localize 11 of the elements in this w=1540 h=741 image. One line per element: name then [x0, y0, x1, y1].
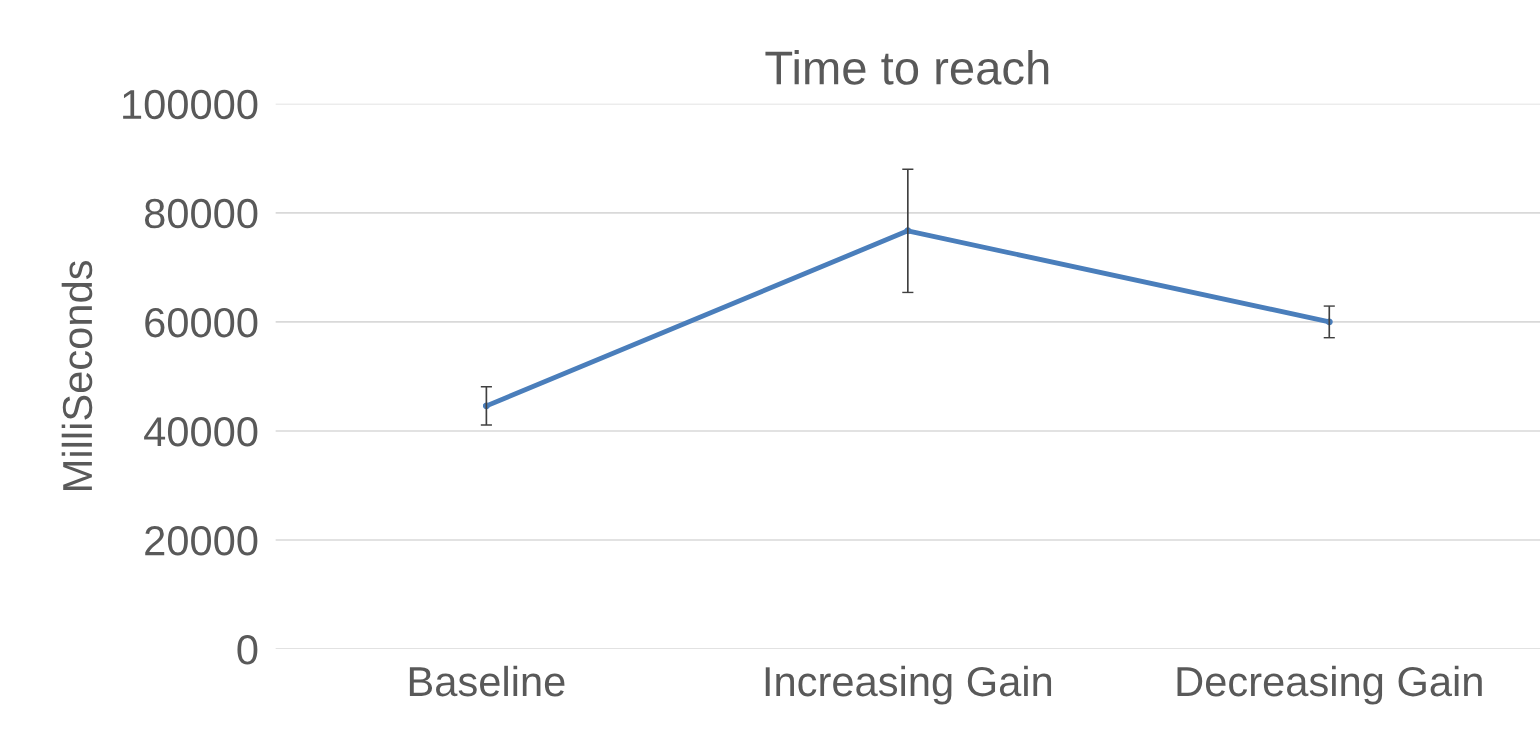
x-tick-label: Baseline	[409, 665, 565, 697]
y-tick-label: 40000	[144, 416, 258, 447]
x-tick-label: Decreasing Gain	[1177, 665, 1482, 705]
x-tick-label: Increasing Gain	[765, 665, 1052, 705]
y-axis-title: MilliSeconds	[61, 260, 93, 490]
y-tick-label: 0	[237, 635, 258, 665]
y-tick-label: 80000	[144, 198, 258, 229]
y-tick-label: 20000	[145, 526, 258, 556]
y-tick-label: 60000	[145, 307, 258, 338]
chart-title: Time to reach	[765, 50, 1049, 85]
y-tick-label: 100000	[123, 89, 258, 120]
